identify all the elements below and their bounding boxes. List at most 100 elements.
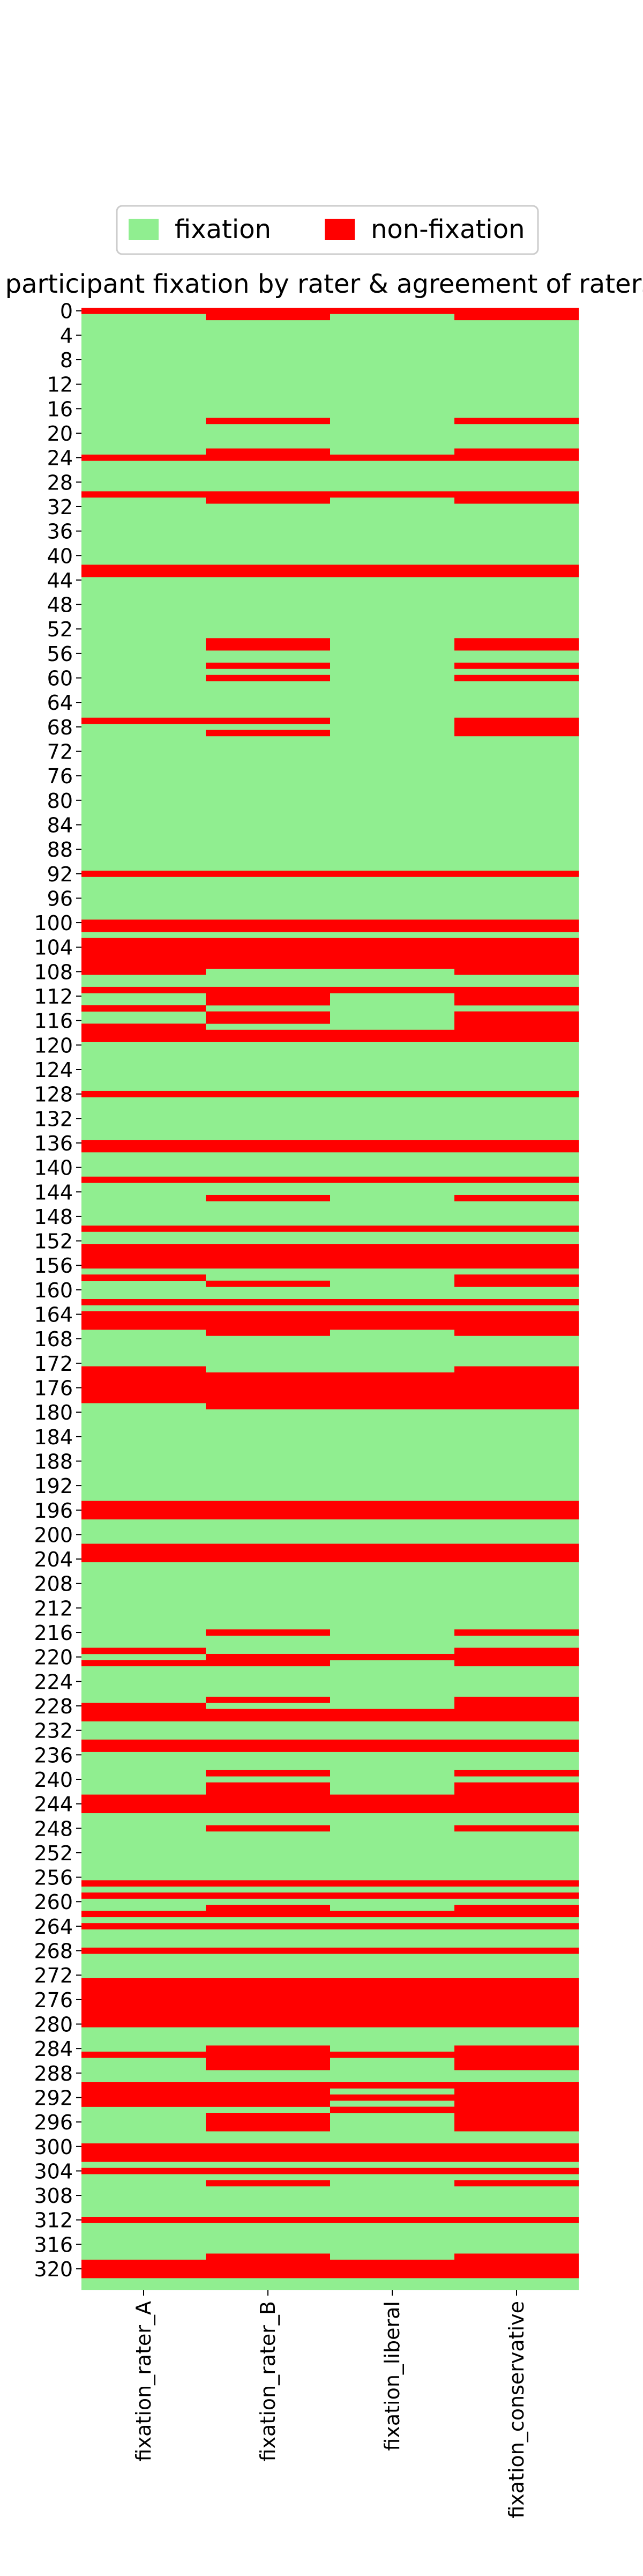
heatmap-cell-non-fixation [81, 1892, 206, 1899]
heatmap-cell-non-fixation [454, 1090, 579, 1097]
heatmap-cell-non-fixation [454, 1892, 579, 1899]
heatmap-cell-non-fixation [81, 938, 206, 975]
heatmap-cell-non-fixation [454, 491, 579, 504]
heatmap-cell-non-fixation [454, 938, 579, 975]
heatmap-cell-non-fixation [454, 717, 579, 737]
x-tick-label-fixation_conservative: fixation_conservative [505, 2301, 528, 2519]
heatmap-cell-non-fixation [206, 448, 331, 461]
heatmap-cell-non-fixation [330, 1880, 455, 1887]
y-tick-label: 168 [34, 1327, 73, 1351]
y-tick-label: 240 [34, 1768, 73, 1792]
heatmap-cell-non-fixation [206, 2082, 331, 2107]
y-tick-label: 152 [34, 1230, 73, 1253]
heatmap-cell-non-fixation [81, 2167, 206, 2174]
legend-swatch-non-fixation [325, 219, 355, 240]
heatmap-cell-non-fixation [330, 1892, 455, 1899]
heatmap-cell-non-fixation [330, 1090, 455, 1097]
heatmap-cell-non-fixation [454, 919, 579, 932]
heatmap-cell-non-fixation [206, 717, 331, 724]
heatmap-cell-non-fixation [454, 2143, 579, 2162]
y-tick-label: 308 [34, 2184, 73, 2208]
y-tick-label: 180 [34, 1401, 73, 1424]
heatmap-cell-non-fixation [330, 308, 455, 314]
heatmap-cell-non-fixation [206, 1892, 331, 1899]
heatmap-cell-non-fixation [206, 2167, 331, 2174]
heatmap-cell-non-fixation [206, 1543, 331, 1563]
heatmap-cell-non-fixation [454, 1696, 579, 1721]
y-tick-label: 112 [34, 985, 73, 1008]
heatmap-cell-non-fixation [81, 1140, 206, 1153]
heatmap-cell-non-fixation [81, 1911, 206, 1918]
heatmap-cell-non-fixation [330, 1140, 455, 1153]
heatmap-cell-non-fixation [206, 1880, 331, 1887]
heatmap-cell-non-fixation [81, 717, 206, 724]
y-tick-label: 304 [34, 2159, 73, 2183]
y-tick-label: 88 [47, 838, 73, 862]
heatmap-cell-non-fixation [81, 1647, 206, 1654]
heatmap-cell-non-fixation [330, 1311, 455, 1330]
y-tick-label: 48 [47, 593, 73, 617]
heatmap-cell-non-fixation [454, 1880, 579, 1887]
heatmap-cell-non-fixation [206, 2045, 331, 2070]
heatmap-cell-non-fixation [206, 1696, 331, 1703]
heatmap-cell-non-fixation [81, 454, 206, 461]
heatmap-cell-non-fixation [330, 2259, 455, 2278]
heatmap-cell-non-fixation [454, 2082, 579, 2132]
y-tick-label: 276 [34, 1988, 73, 2012]
heatmap-cell-non-fixation [81, 1226, 206, 1232]
y-tick-label: 60 [47, 667, 73, 691]
heatmap-cell-non-fixation [81, 1978, 206, 2028]
heatmap-cell-non-fixation [206, 1782, 331, 1814]
heatmap-cell-non-fixation [330, 1176, 455, 1183]
heatmap-cell-non-fixation [81, 1311, 206, 1330]
heatmap-cell-non-fixation [330, 2143, 455, 2162]
y-tick-label: 8 [60, 348, 73, 372]
y-tick-label: 104 [34, 936, 73, 960]
y-tick-label: 272 [34, 1964, 73, 1987]
heatmap-cell-non-fixation [454, 1299, 579, 1305]
y-tick-label: 192 [34, 1474, 73, 1498]
legend-label-non-fixation: non-fixation [371, 214, 525, 244]
heatmap-cell-non-fixation [454, 308, 579, 321]
heatmap-cell-non-fixation [454, 662, 579, 669]
heatmap-cell-non-fixation [454, 674, 579, 681]
y-tick-label: 224 [34, 1670, 73, 1694]
heatmap-cell-non-fixation [81, 2143, 206, 2162]
heatmap-cell-non-fixation [206, 1629, 331, 1636]
y-tick-label: 12 [47, 373, 73, 397]
heatmap-cell-non-fixation [81, 986, 206, 993]
heatmap-cell-non-fixation [454, 1194, 579, 1201]
legend: fixation non-fixation [116, 205, 539, 255]
heatmap-cell-non-fixation [330, 1244, 455, 1269]
heatmap-cell-non-fixation [81, 1274, 206, 1281]
heatmap-cell-non-fixation [330, 2082, 455, 2089]
y-tick-label: 108 [34, 960, 73, 984]
y-tick-label: 196 [34, 1499, 73, 1523]
y-tick-label: 120 [34, 1034, 73, 1057]
heatmap-cell-non-fixation [206, 730, 331, 737]
heatmap-cell-non-fixation [330, 1978, 455, 2028]
y-tick-label: 184 [34, 1426, 73, 1449]
x-tick-label-fixation_liberal: fixation_liberal [380, 2301, 404, 2451]
heatmap-cell-non-fixation [454, 448, 579, 461]
heatmap-cell-non-fixation [81, 1299, 206, 1305]
y-tick-label: 36 [47, 520, 73, 544]
heatmap-cell-non-fixation [330, 986, 455, 993]
y-tick-label: 300 [34, 2135, 73, 2159]
heatmap-cell-non-fixation [206, 1372, 331, 1409]
y-tick-label: 228 [34, 1695, 73, 1718]
heatmap-cell-non-fixation [454, 638, 579, 651]
heatmap-cell-non-fixation [454, 1647, 579, 1667]
heatmap-cell-non-fixation [206, 1226, 331, 1232]
chart-title: participant fixation by rater & agreemen… [5, 269, 643, 299]
heatmap-cell-non-fixation [81, 491, 206, 498]
heatmap-cell-non-fixation [330, 1543, 455, 1563]
heatmap-cell-non-fixation [454, 1366, 579, 1409]
y-tick-label: 68 [47, 716, 73, 739]
heatmap-cell-non-fixation [81, 1090, 206, 1097]
y-tick-label: 16 [47, 397, 73, 421]
heatmap-cell-non-fixation [330, 1372, 455, 1409]
heatmap-cell-non-fixation [206, 674, 331, 681]
y-tick-label: 172 [34, 1352, 73, 1376]
heatmap-cell-non-fixation [206, 1825, 331, 1832]
